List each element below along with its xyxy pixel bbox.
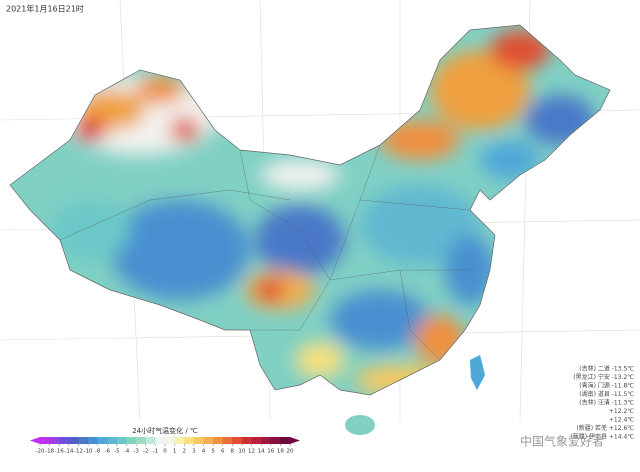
colorbar-label: 14: [258, 449, 265, 455]
colorbar-segment: [241, 437, 252, 444]
colorbar-label: 20: [287, 449, 294, 455]
colorbar-label: 0: [163, 449, 167, 455]
colorbar-label: -1: [153, 449, 158, 455]
station-entry: +12.4℃: [609, 417, 634, 424]
colorbar-arrow: [30, 437, 40, 444]
colorbar-arrow: [290, 437, 300, 444]
colorbar-label: -4: [124, 449, 130, 455]
colorbar-label: -12: [74, 449, 83, 455]
colorbar-segment: [165, 437, 175, 444]
colorbar-label: 2: [182, 449, 186, 455]
colorbar-segment: [59, 437, 70, 444]
colorbar-label: 5: [211, 449, 215, 455]
colorbar-label: -10: [84, 449, 93, 455]
colorbar-segment: [78, 437, 89, 444]
station-entry: (吉林) 二道 -13.5℃: [579, 365, 634, 373]
colorbar-label: -20: [36, 449, 45, 455]
colorbar-segment: [107, 437, 118, 444]
colorbar-label: -3: [133, 449, 139, 455]
china-outline: [9, 24, 611, 396]
colorbar-segment: [270, 437, 281, 444]
colorbar-label: -18: [45, 449, 54, 455]
colorbar-label: -8: [95, 449, 101, 455]
colorbar-label: 10: [238, 449, 245, 455]
colorbar-segment: [174, 437, 185, 444]
timestamp: 2021年1月16日21时: [6, 4, 84, 14]
colorbar-segment: [97, 437, 108, 444]
colorbar-label: 12: [248, 449, 255, 455]
colorbar-segment: [280, 437, 291, 444]
station-entry: (吉林) 汪清 -11.3℃: [579, 399, 634, 407]
colorbar-label: -6: [105, 449, 111, 455]
colorbar: -20 -18 -16 -14 -12 -10 -8 -6 -5 -4 -3 -2 -1 0 1 2 3 4 5 6 8…: [30, 437, 300, 455]
station-entry: (新疆) 伊宁县 +14.4℃: [570, 433, 634, 441]
colorbar-segment: [88, 437, 98, 444]
colorbar-segment: [213, 437, 223, 444]
colorbar-segment: [203, 437, 214, 444]
legend-title: 24小时气温变化 / ℃: [132, 426, 198, 435]
station-list: (吉林) 二道 -13.5℃(黑龙江) 宁安 -13.2℃(青海) 门源 -11…: [570, 365, 634, 441]
colorbar-segment: [261, 437, 272, 444]
station-entry: (青海) 门源 -11.8℃: [579, 382, 634, 390]
colorbar-segment: [40, 437, 50, 444]
station-entry: (新疆) 若羌 +12.6℃: [576, 424, 634, 432]
colorbar-segment: [136, 437, 147, 444]
colorbar-segment: [145, 437, 156, 444]
colorbar-segment: [155, 437, 166, 444]
colorbar-label: 3: [192, 449, 196, 455]
colorbar-label: -5: [114, 449, 120, 455]
colorbar-segment: [193, 437, 204, 444]
colorbar-segment: [116, 437, 127, 444]
colorbar-label: -14: [64, 449, 73, 455]
colorbar-segment: [251, 437, 262, 444]
province-borders: [59, 144, 471, 361]
colorbar-segment: [232, 437, 243, 444]
colorbar-label: 16: [267, 449, 274, 455]
colorbar-label: -16: [55, 449, 64, 455]
colorbar-segment: [49, 437, 60, 444]
colorbar-segment: [184, 437, 195, 444]
colorbar-segment: [222, 437, 233, 444]
colorbar-label: -2: [143, 449, 148, 455]
watermark: 中国气象爱好者: [520, 434, 604, 449]
station-entry: (黑龙江) 宁安 -13.2℃: [573, 373, 634, 381]
colorbar-label: 8: [231, 449, 235, 455]
colorbar-segment: [126, 437, 137, 444]
colorbar-label: 4: [202, 449, 206, 455]
colorbar-label: 6: [221, 449, 225, 455]
colorbar-label: 18: [277, 449, 284, 455]
station-entry: +12.2℃: [609, 408, 634, 415]
station-entry: (湖南) 道县 -11.5℃: [579, 390, 634, 398]
colorbar-label: 1: [173, 449, 177, 455]
colorbar-segment: [68, 437, 79, 444]
